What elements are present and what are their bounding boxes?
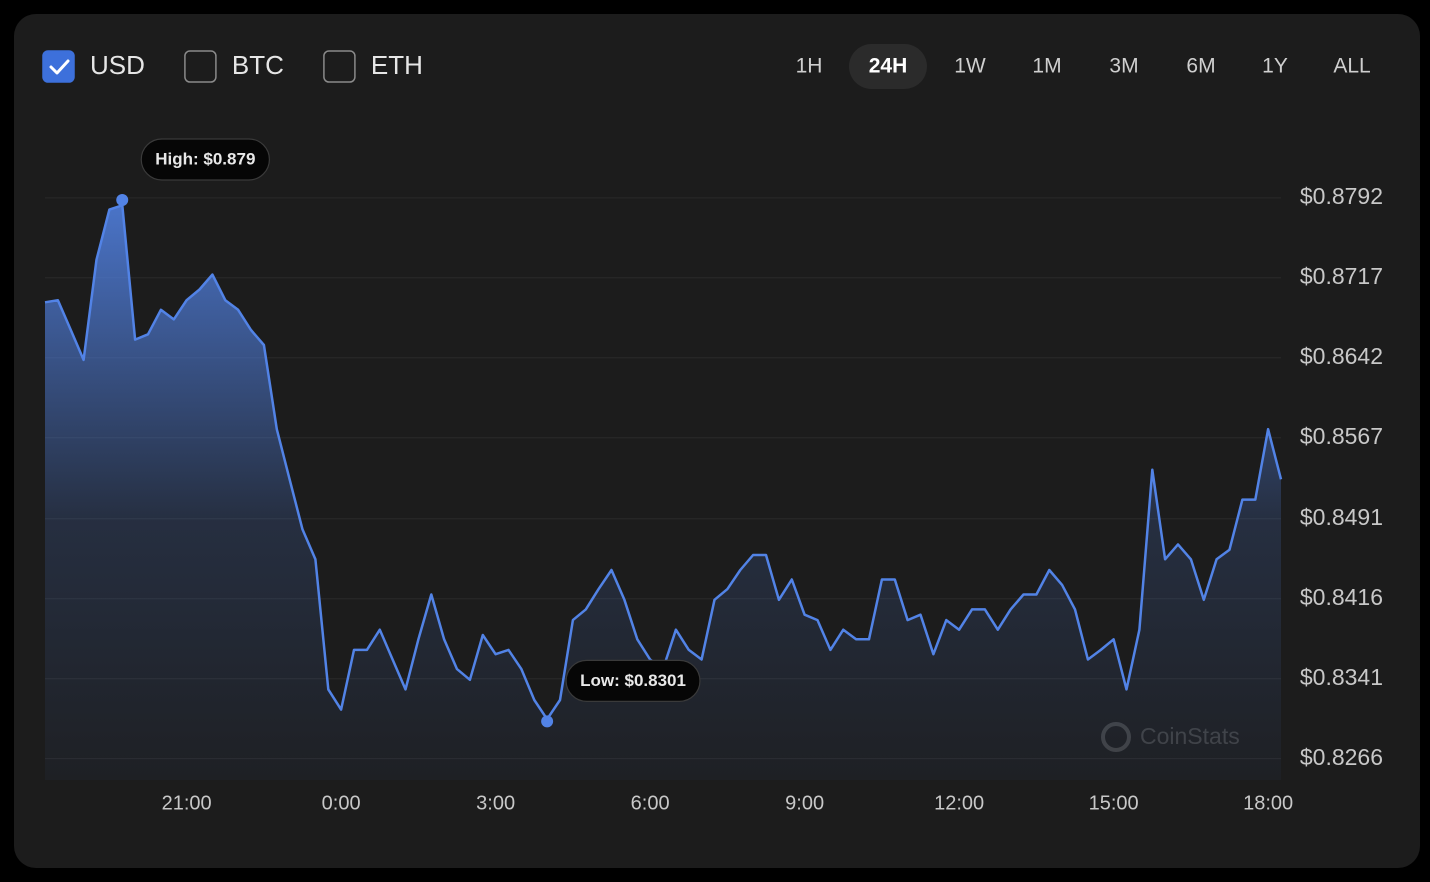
checkbox[interactable] [184, 50, 217, 83]
range-button[interactable]: 1W [954, 55, 986, 78]
range-label[interactable]: 1W [954, 55, 986, 78]
y-tick-label: $0.8567 [1300, 423, 1383, 449]
currency-toggle[interactable]: USD [42, 50, 145, 83]
area-fill [45, 205, 1281, 781]
currency-label[interactable]: BTC [232, 50, 284, 80]
x-tick-label: 15:00 [1089, 792, 1139, 814]
x-tick-label: 18:00 [1243, 792, 1293, 814]
tooltip-text: High: $0.879 [155, 149, 255, 168]
x-tick-label: 3:00 [476, 792, 515, 814]
x-tick-label: 6:00 [631, 792, 670, 814]
range-label[interactable]: 3M [1109, 55, 1138, 78]
annotation-tooltip: High: $0.879 [140, 138, 271, 181]
range-label[interactable]: 1H [796, 55, 823, 78]
y-tick-label: $0.8792 [1300, 183, 1383, 209]
x-tick-label: 9:00 [785, 792, 824, 814]
range-button[interactable]: 1M [1032, 55, 1061, 78]
currency-toggle[interactable]: ETH [323, 50, 423, 83]
range-button[interactable]: 6M [1186, 55, 1215, 78]
tooltip-bg [140, 138, 271, 181]
currency-label[interactable]: USD [90, 50, 145, 80]
checkmark [49, 59, 70, 75]
x-tick-label: 12:00 [934, 792, 984, 814]
range-label[interactable]: 1M [1032, 55, 1061, 78]
range-button[interactable]: ALL [1333, 55, 1370, 78]
annotation-tooltip: Low: $0.8301 [565, 659, 701, 702]
y-tick-label: $0.8341 [1300, 664, 1383, 690]
y-tick-label: $0.8266 [1300, 744, 1383, 770]
x-tick-label: 0:00 [322, 792, 361, 814]
y-tick-label: $0.8642 [1300, 343, 1383, 369]
y-tick-label: $0.8491 [1300, 504, 1383, 530]
range-button[interactable]: 1Y [1262, 55, 1288, 78]
range-button[interactable]: 1H [796, 55, 823, 78]
y-tick-label: $0.8416 [1300, 584, 1383, 610]
y-tick-label: $0.8717 [1300, 263, 1383, 289]
range-label[interactable]: ALL [1333, 55, 1370, 78]
tooltip-text: Low: $0.8301 [580, 671, 686, 690]
range-label[interactable]: 1Y [1262, 55, 1288, 78]
controls: USD BTC ETH 1H 24H 1W 1M 3M 6M 1Y ALL [42, 44, 1371, 89]
range-button[interactable]: 3M [1109, 55, 1138, 78]
x-tick-label: 21:00 [162, 792, 212, 814]
range-label[interactable]: 24H [869, 55, 908, 78]
range-button[interactable]: 24H [849, 44, 927, 89]
range-selected-bg[interactable] [849, 44, 927, 89]
annotation-marker [116, 193, 129, 206]
range-label[interactable]: 6M [1186, 55, 1215, 78]
checkbox[interactable] [42, 50, 75, 83]
currency-label[interactable]: ETH [371, 50, 423, 80]
tooltip-bg [565, 659, 701, 702]
annotation-marker [541, 715, 554, 728]
plot: $0.8792 $0.8717 $0.8642 $0.8567 $0.8491 $0.84… [44, 138, 1383, 814]
currency-toggle[interactable]: BTC [184, 50, 284, 83]
checkbox[interactable] [323, 50, 356, 83]
